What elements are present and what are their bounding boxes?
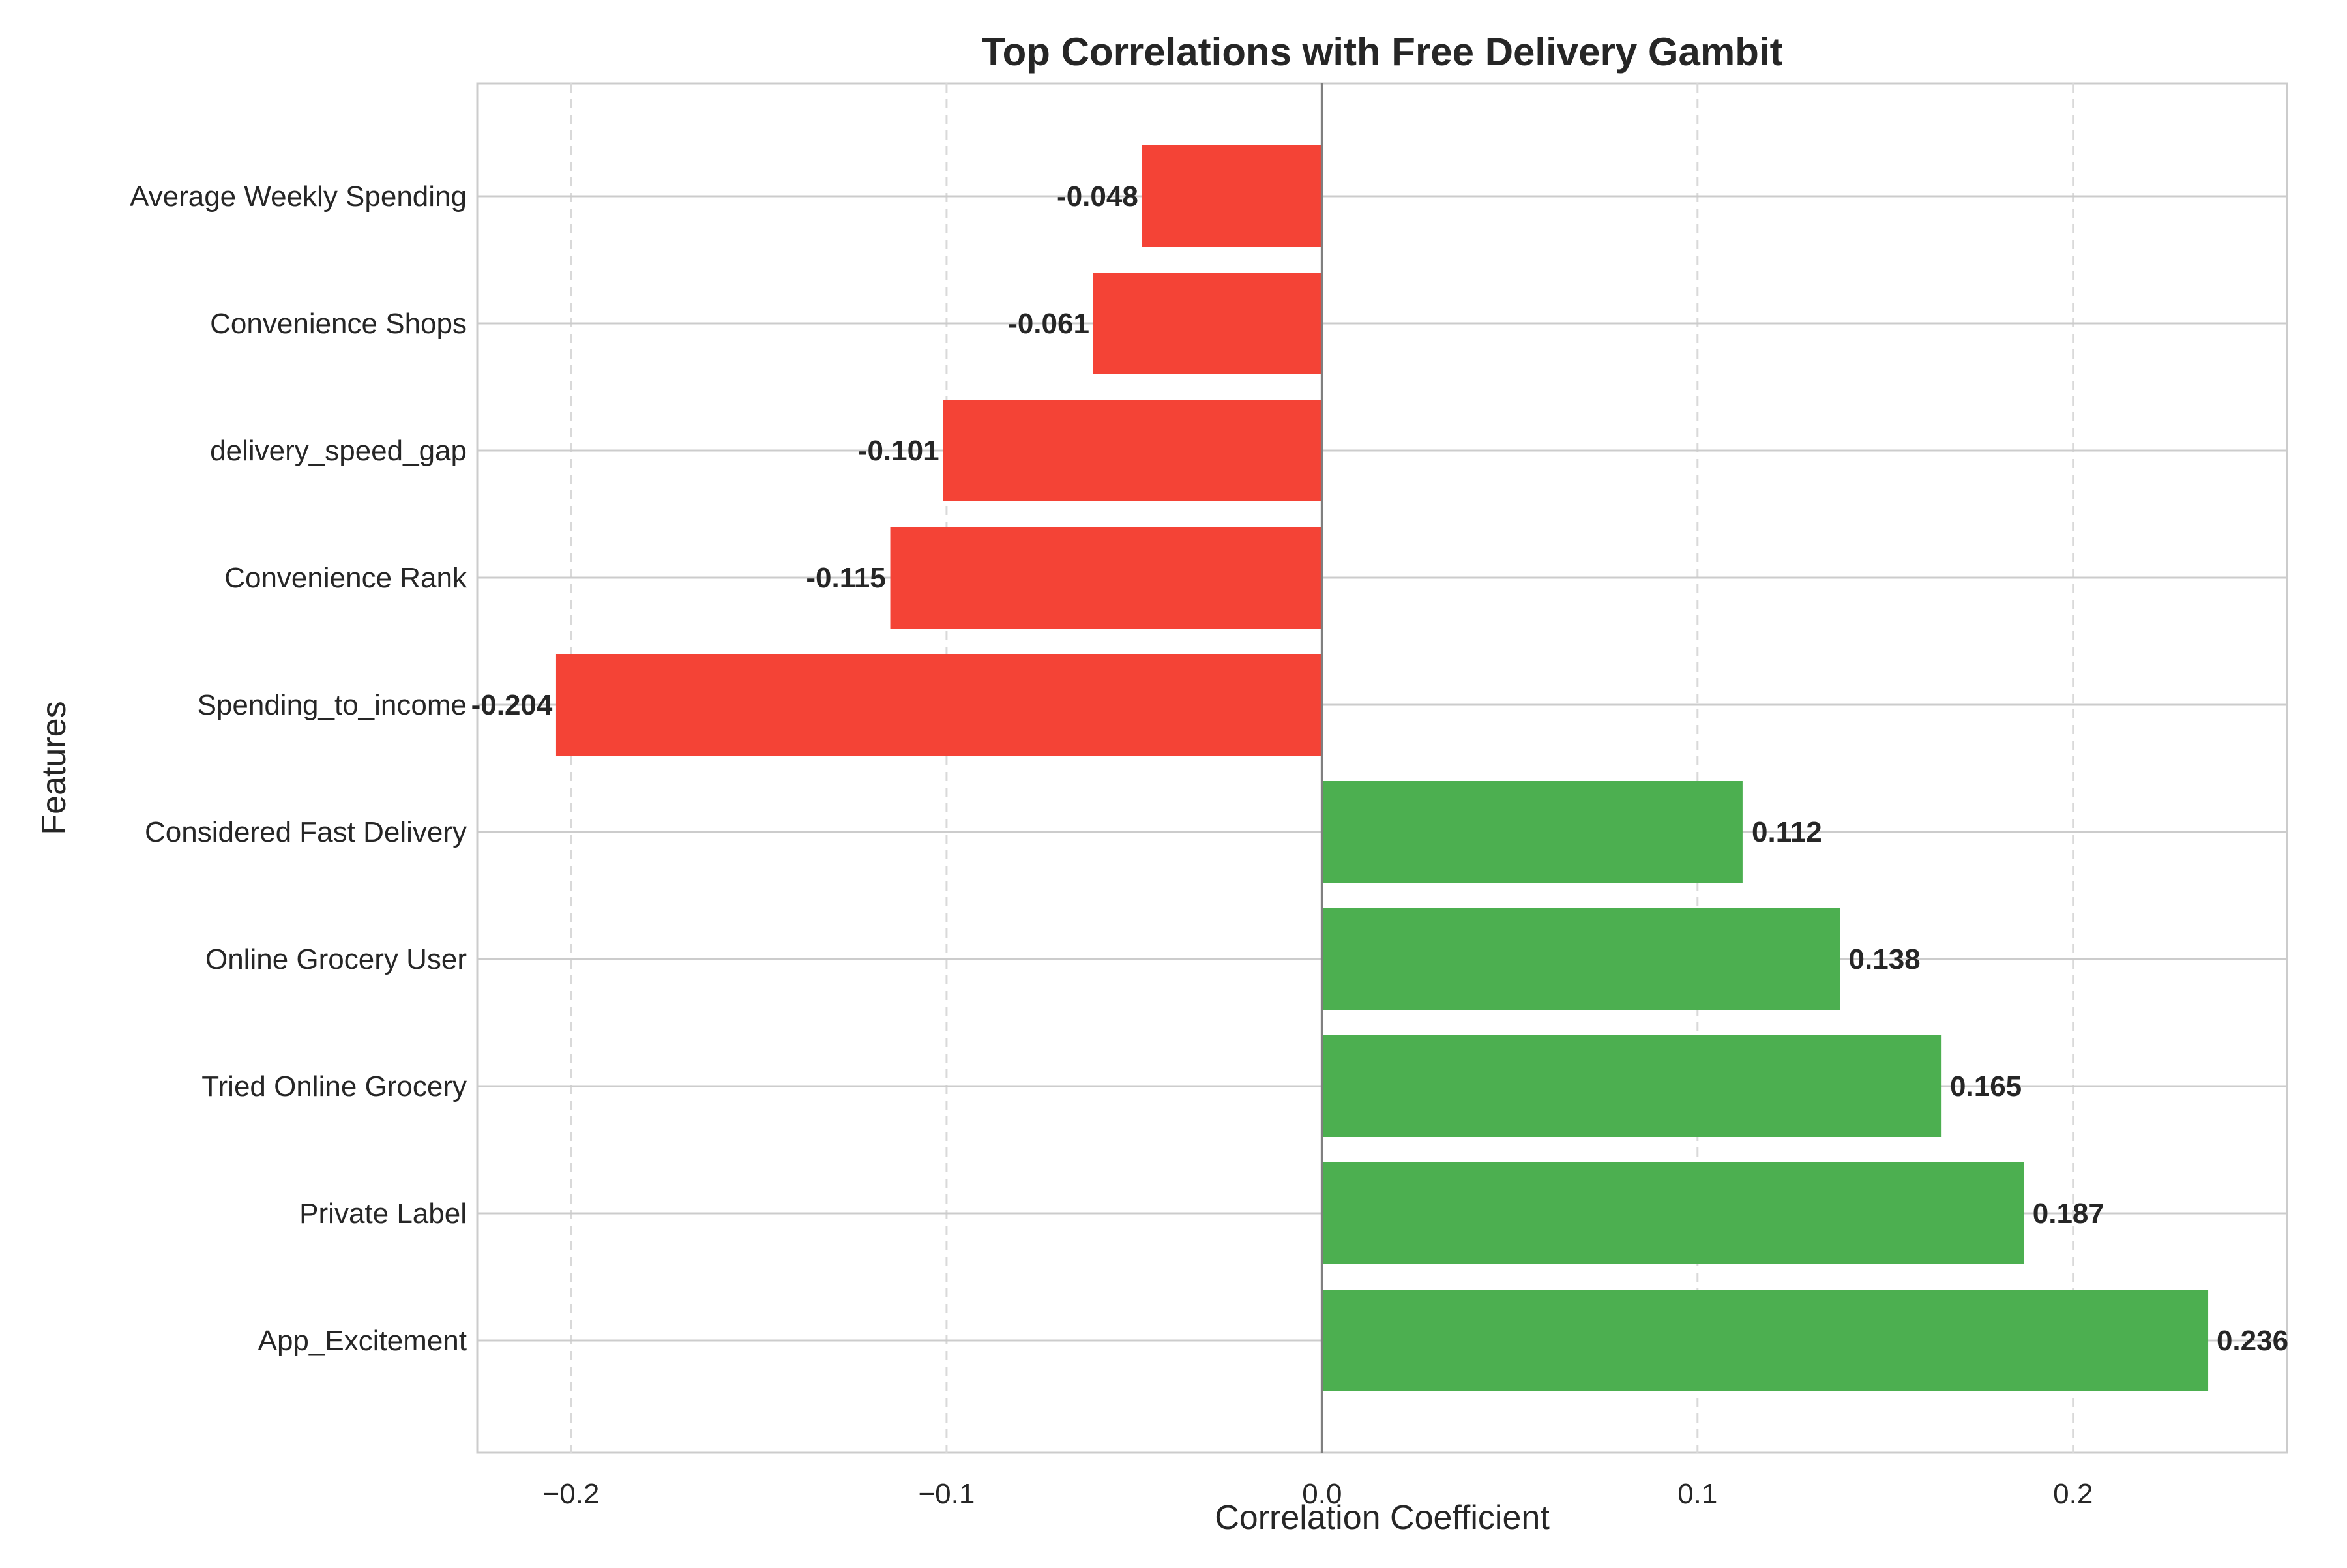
y-tick-label: Average Weekly Spending <box>130 181 467 213</box>
bar <box>1321 1162 2024 1264</box>
bar-value-label: 0.187 <box>2033 1198 2104 1230</box>
bar <box>1093 273 1322 374</box>
bar <box>1321 1290 2209 1391</box>
bar <box>1321 781 1743 883</box>
bar-value-label: 0.236 <box>2217 1325 2288 1357</box>
bar-value-label: -0.101 <box>858 435 939 467</box>
bar-value-label: 0.112 <box>1752 816 1822 848</box>
bar <box>1142 145 1322 247</box>
x-tick-label: −0.1 <box>918 1478 975 1510</box>
x-tick-label: 0.2 <box>2053 1478 2093 1510</box>
y-tick-label: App_Excitement <box>258 1325 467 1357</box>
y-tick-label: Online Grocery User <box>205 943 467 975</box>
bar <box>555 654 1322 756</box>
bar-value-label: -0.061 <box>1008 308 1089 340</box>
x-tick-label: −0.2 <box>543 1478 600 1510</box>
y-tick-label: Convenience Rank <box>224 562 467 594</box>
y-tick-label: Spending_to_income <box>198 689 467 721</box>
bar <box>1321 1035 1942 1137</box>
y-tick-label: Tried Online Grocery <box>201 1071 467 1102</box>
data-labels: -0.048 -0.061 -0.101 -0.115 -0.204 0.112 0.138… <box>471 181 2288 1357</box>
x-tick-label: 0.1 <box>1677 1478 1717 1510</box>
bar <box>1321 908 1840 1010</box>
bar <box>943 400 1322 501</box>
y-tick-label: Private Label <box>299 1198 467 1230</box>
x-tick-label: 0.0 <box>1302 1478 1342 1510</box>
x-axis-label: Correlation Coefficient <box>1215 1499 1550 1537</box>
y-axis-ticks: Average Weekly Spending Convenience Shops… <box>130 181 467 1357</box>
bar <box>890 527 1322 629</box>
bar-value-label: 0.138 <box>1849 943 1921 975</box>
bar-value-label: 0.165 <box>1950 1071 2022 1102</box>
bar-value-label: -0.204 <box>471 689 553 721</box>
y-tick-label: Convenience Shops <box>210 308 467 340</box>
y-tick-label: delivery_speed_gap <box>210 435 467 467</box>
x-axis-ticks: −0.2 −0.1 0.0 0.1 0.2 <box>543 1478 2093 1510</box>
bars <box>555 83 2209 1453</box>
bar-value-label: -0.048 <box>1057 181 1138 213</box>
chart-title: Top Correlations with Free Delivery Gamb… <box>981 30 1782 74</box>
y-axis-label: Features <box>35 701 73 835</box>
y-tick-label: Considered Fast Delivery <box>145 816 467 848</box>
bar-value-label: -0.115 <box>806 562 885 594</box>
